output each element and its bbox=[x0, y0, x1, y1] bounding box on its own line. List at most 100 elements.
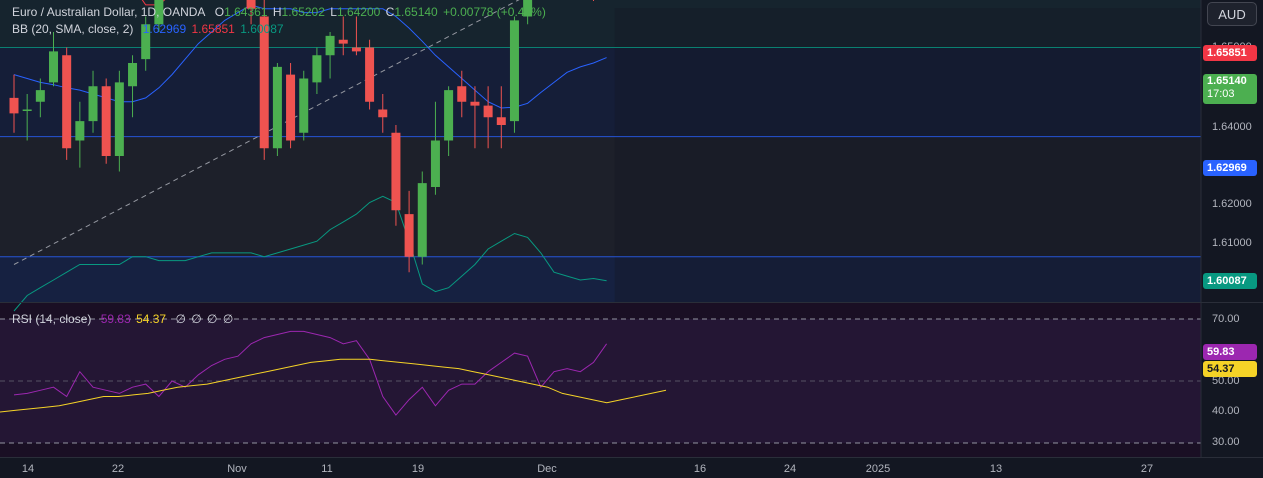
candle-body bbox=[404, 214, 414, 257]
price-zone bbox=[0, 47, 1201, 137]
rsi-ma-line bbox=[0, 358, 667, 413]
candle bbox=[523, 0, 533, 25]
rsi-tick-30: 30.00 bbox=[1212, 436, 1240, 448]
candle bbox=[417, 171, 427, 265]
bb-upper-badge: 1.65851 bbox=[1203, 45, 1257, 61]
rsi-pane-bg bbox=[0, 303, 1201, 457]
candle bbox=[141, 16, 151, 71]
price-zone-bands bbox=[0, 0, 1201, 457]
candle-body bbox=[509, 20, 519, 122]
candle bbox=[35, 78, 45, 118]
price-tick-164: 1.64000 bbox=[1212, 121, 1252, 133]
candle-body bbox=[351, 47, 361, 52]
candle-body bbox=[312, 55, 322, 83]
candle bbox=[391, 125, 401, 226]
candle bbox=[299, 70, 309, 141]
rsi-legend: RSI (14, close) 59.83 54.37 ∅ ∅ ∅ ∅ bbox=[12, 312, 235, 327]
low-label: L bbox=[330, 5, 337, 19]
open-label: O bbox=[214, 5, 225, 19]
candle-body bbox=[483, 105, 493, 118]
candle-body bbox=[430, 140, 440, 187]
candle-body bbox=[299, 78, 309, 133]
x-label: 22 bbox=[111, 463, 125, 475]
candle bbox=[22, 94, 32, 141]
candle bbox=[483, 86, 493, 149]
rsi-ma-value: 54.37 bbox=[136, 312, 167, 326]
bb-lower-value: 1.60087 bbox=[240, 22, 284, 36]
candle bbox=[325, 32, 335, 79]
candle bbox=[128, 55, 138, 118]
candle bbox=[259, 0, 269, 160]
rsi-line bbox=[13, 330, 608, 416]
rsi-pane bbox=[0, 318, 1201, 444]
bb-lower-line bbox=[13, 195, 607, 312]
change-value: +0.00778 (+0.47%) bbox=[443, 5, 546, 19]
bb-upper-value: 1.65851 bbox=[191, 22, 235, 36]
candle bbox=[404, 190, 414, 273]
open-value: 1.64361 bbox=[224, 5, 268, 19]
candle-body bbox=[378, 109, 388, 118]
x-label: 13 bbox=[989, 463, 1003, 475]
candle bbox=[378, 94, 388, 133]
rsi-tick-70: 70.00 bbox=[1212, 313, 1240, 325]
price-zone bbox=[0, 136, 1201, 257]
candle bbox=[457, 70, 467, 118]
candle bbox=[351, 16, 361, 56]
candle bbox=[246, 0, 256, 25]
rsi-badge: 59.83 bbox=[1203, 344, 1257, 360]
rsi-extra-4: ∅ bbox=[222, 312, 234, 326]
candle-body bbox=[114, 82, 124, 156]
rsi-value: 59.83 bbox=[100, 312, 131, 326]
candle-body bbox=[444, 90, 454, 141]
x-label: 11 bbox=[321, 463, 333, 475]
bb-legend: BB (20, SMA, close, 2) 1.62969 1.65851 1… bbox=[12, 22, 286, 37]
candle-body bbox=[141, 24, 151, 60]
rsi-tick-50: 50.00 bbox=[1212, 375, 1240, 387]
candle bbox=[430, 101, 440, 195]
rsi-extra-2: ∅ bbox=[191, 312, 202, 326]
candle-body bbox=[75, 121, 85, 141]
rsi-ma-badge: 54.37 bbox=[1203, 361, 1257, 377]
x-label: 24 bbox=[783, 463, 797, 475]
candle-body bbox=[365, 47, 375, 102]
high-value: 1.65202 bbox=[281, 5, 325, 19]
candle-body bbox=[101, 86, 111, 156]
x-label: 2025 bbox=[865, 463, 891, 475]
trendline-line bbox=[13, 0, 520, 265]
time-axis-bg bbox=[0, 457, 1263, 478]
rsi-extra-3: ∅ bbox=[207, 312, 218, 326]
currency-button[interactable]: AUD bbox=[1207, 2, 1257, 26]
candle bbox=[286, 63, 296, 149]
candle-body bbox=[338, 39, 348, 44]
candle bbox=[101, 78, 111, 164]
price-zone bbox=[0, 0, 1201, 48]
rsi-tick-40: 40.00 bbox=[1212, 405, 1240, 417]
candle-body bbox=[470, 101, 480, 106]
candle bbox=[444, 86, 454, 156]
candle bbox=[75, 101, 85, 168]
candle-body bbox=[62, 55, 72, 149]
candle-body bbox=[259, 16, 269, 149]
last-price-value: 1.65140 bbox=[1207, 75, 1247, 87]
candle bbox=[365, 39, 375, 110]
candle-body bbox=[457, 86, 467, 102]
price-tick-161: 1.61000 bbox=[1212, 237, 1252, 249]
rsi-extra-1: ∅ bbox=[175, 312, 186, 326]
candle-body bbox=[88, 86, 98, 122]
symbol-title: Euro / Australian Dollar, 1D, OANDA bbox=[12, 5, 206, 19]
candle-body bbox=[391, 132, 401, 211]
candlestick-series bbox=[9, 0, 594, 273]
bb-basis-badge: 1.62969 bbox=[1203, 160, 1257, 176]
bb-basis-value: 1.62969 bbox=[142, 22, 187, 36]
x-label: Dec bbox=[537, 463, 557, 475]
bb-lower-badge: 1.60087 bbox=[1203, 273, 1257, 289]
high-label: H bbox=[272, 5, 282, 19]
price-tick-162: 1.62000 bbox=[1212, 198, 1252, 210]
candle bbox=[62, 47, 72, 160]
candle-body bbox=[286, 74, 296, 141]
candle bbox=[338, 16, 348, 56]
candle bbox=[470, 86, 480, 149]
candle bbox=[496, 86, 506, 149]
trendline[interactable] bbox=[13, 0, 1041, 265]
